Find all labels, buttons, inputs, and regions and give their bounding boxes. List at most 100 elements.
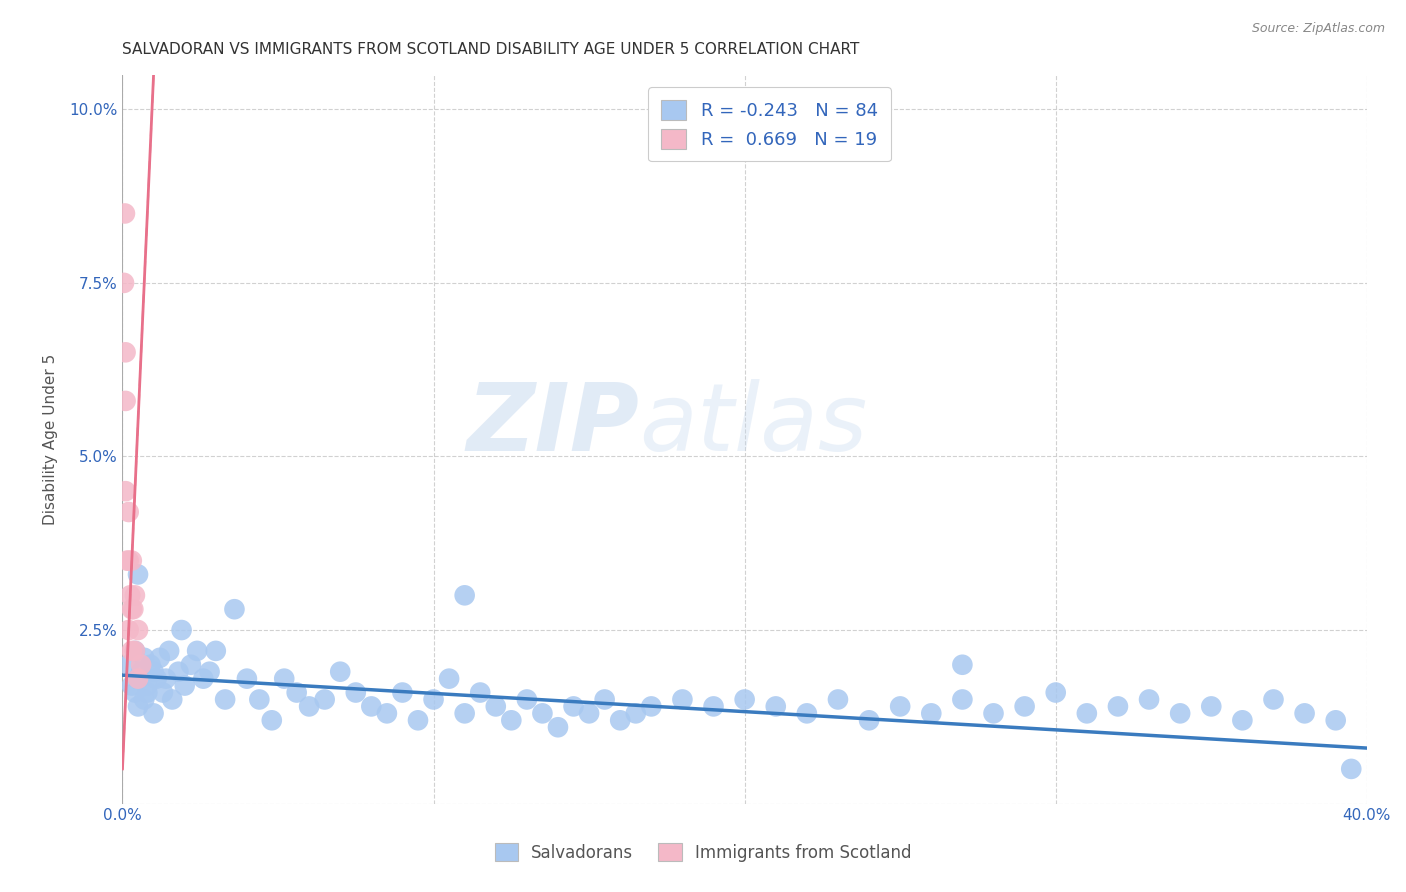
Point (1294, 706, 1316, 721)
Point (247, 692, 270, 706)
Point (136, 679, 159, 693)
Point (640, 699, 662, 714)
Point (124, 644, 146, 658)
Point (127, 567, 149, 582)
Point (1232, 714, 1254, 728)
Point (122, 602, 145, 616)
Point (1201, 699, 1223, 714)
Point (422, 692, 444, 706)
Point (531, 706, 554, 721)
Point (285, 685, 308, 699)
Point (139, 657, 162, 672)
Point (129, 665, 152, 679)
Point (827, 692, 849, 706)
Point (121, 602, 143, 616)
Point (118, 623, 141, 637)
Point (1107, 699, 1129, 714)
Point (124, 644, 146, 658)
Point (173, 679, 195, 693)
Point (796, 706, 818, 721)
Point (437, 672, 460, 686)
Point (702, 699, 724, 714)
Point (152, 685, 174, 699)
Point (950, 692, 973, 706)
Text: SALVADORAN VS IMMIGRANTS FROM SCOTLAND DISABILITY AGE UNDER 5 CORRELATION CHART: SALVADORAN VS IMMIGRANTS FROM SCOTLAND D… (122, 42, 860, 57)
Point (1168, 706, 1191, 721)
Point (120, 588, 142, 602)
Point (129, 657, 152, 672)
Point (124, 685, 146, 699)
Point (114, 206, 136, 220)
Point (453, 588, 475, 602)
Point (121, 644, 143, 658)
Point (889, 699, 911, 714)
Point (214, 692, 236, 706)
Point (1137, 692, 1160, 706)
Point (485, 699, 508, 714)
Point (186, 644, 208, 658)
Point (124, 588, 146, 602)
Point (112, 276, 135, 290)
Point (114, 484, 136, 499)
Y-axis label: Disability Age Under 5: Disability Age Under 5 (44, 353, 58, 524)
Point (193, 672, 215, 686)
Point (1014, 699, 1036, 714)
Point (162, 692, 184, 706)
Point (121, 679, 143, 693)
Point (734, 692, 756, 706)
Point (1324, 714, 1347, 728)
Point (136, 685, 159, 699)
Point (344, 685, 367, 699)
Point (134, 692, 156, 706)
Point (114, 345, 136, 359)
Point (157, 644, 180, 658)
Point (1263, 692, 1285, 706)
Point (1076, 706, 1098, 721)
Legend: R = -0.243   N = 84, R =  0.669   N = 19: R = -0.243 N = 84, R = 0.669 N = 19 (648, 87, 890, 161)
Point (391, 685, 413, 699)
Point (578, 706, 600, 721)
Point (314, 692, 336, 706)
Point (547, 720, 569, 734)
Text: Source: ZipAtlas.com: Source: ZipAtlas.com (1251, 22, 1385, 36)
Point (114, 393, 136, 408)
Point (470, 685, 492, 699)
Point (170, 623, 193, 637)
Point (609, 714, 631, 728)
Point (562, 699, 585, 714)
Legend: Salvadorans, Immigrants from Scotland: Salvadorans, Immigrants from Scotland (486, 835, 920, 871)
Point (118, 553, 141, 567)
Text: atlas: atlas (638, 379, 868, 470)
Point (127, 672, 149, 686)
Point (624, 706, 647, 721)
Point (920, 706, 942, 721)
Point (671, 692, 693, 706)
Point (167, 665, 190, 679)
Point (204, 644, 226, 658)
Point (406, 714, 429, 728)
Point (453, 706, 475, 721)
Text: ZIP: ZIP (465, 378, 638, 470)
Point (260, 714, 283, 728)
Point (375, 706, 398, 721)
Point (236, 672, 259, 686)
Point (142, 665, 165, 679)
Point (593, 692, 616, 706)
Point (858, 714, 880, 728)
Point (516, 692, 538, 706)
Point (298, 699, 321, 714)
Point (765, 699, 787, 714)
Point (273, 672, 295, 686)
Point (118, 657, 141, 672)
Point (1045, 685, 1067, 699)
Point (142, 706, 165, 721)
Point (1340, 762, 1362, 776)
Point (127, 672, 149, 686)
Point (155, 672, 177, 686)
Point (501, 714, 523, 728)
Point (134, 650, 156, 665)
Point (198, 665, 221, 679)
Point (127, 623, 149, 637)
Point (360, 699, 382, 714)
Point (180, 657, 202, 672)
